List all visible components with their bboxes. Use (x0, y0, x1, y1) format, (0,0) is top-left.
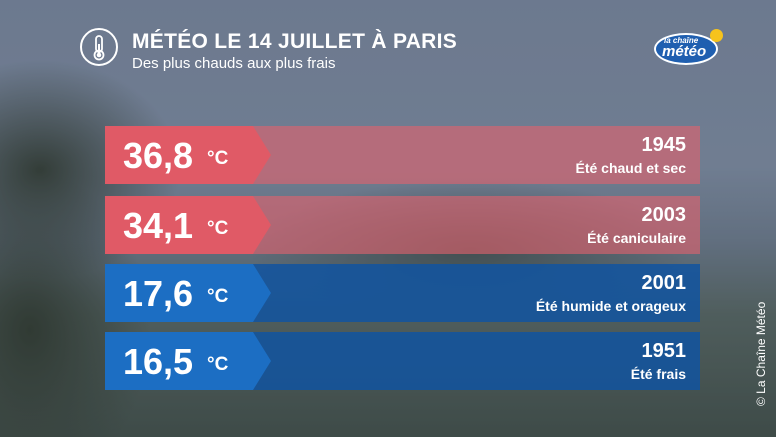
temperature-row: 16,5 °C 1951 Été frais (105, 332, 700, 390)
temperature-value: 17,6 (123, 273, 194, 314)
temperature-tag (105, 264, 271, 322)
la-chaine-meteo-logo: la chaîne météo (654, 27, 726, 67)
temperature-tag (105, 126, 271, 184)
temperature-row: 34,1 °C 2003 Été caniculaire (105, 196, 700, 254)
thermometer-icon (80, 28, 118, 66)
logo-text-line2: météo (662, 43, 707, 60)
logo-text-line1: la chaîne (664, 36, 699, 45)
temperature-value: 34,1 (123, 205, 194, 246)
logo-sun-icon (710, 29, 723, 42)
row-year: 2001 (641, 272, 687, 294)
temperature-unit: °C (207, 354, 229, 375)
temperature-row: 17,6 °C 2001 Été humide et orageux (105, 264, 700, 322)
temperature-row: 36,8 °C 1945 Été chaud et sec (105, 126, 700, 184)
row-description: Été chaud et sec (575, 160, 687, 176)
temperature-tag (105, 332, 271, 390)
copyright-credit: © La Chaîne Météo (754, 301, 768, 406)
temperature-unit: °C (207, 148, 229, 169)
row-description: Été frais (630, 366, 686, 382)
temperature-tag (105, 196, 271, 254)
temperature-unit: °C (207, 218, 229, 239)
page-title: MÉTÉO LE 14 JUILLET À PARIS (132, 30, 458, 53)
page-subtitle: Des plus chauds aux plus frais (132, 55, 336, 72)
logo-oval (654, 33, 718, 65)
temperature-unit: °C (207, 286, 229, 307)
row-description: Été caniculaire (587, 230, 686, 246)
row-description: Été humide et orageux (535, 298, 686, 314)
row-year: 2003 (641, 204, 687, 226)
row-year: 1951 (641, 340, 687, 362)
temperature-value: 36,8 (123, 135, 194, 176)
temperature-value: 16,5 (123, 341, 194, 382)
row-year: 1945 (641, 134, 687, 156)
